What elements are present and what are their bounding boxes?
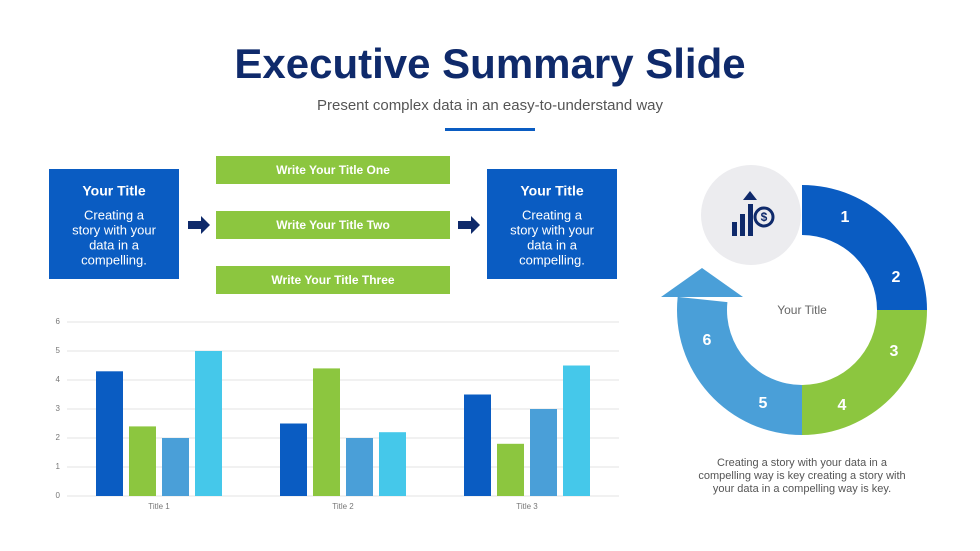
y-tick-label: 6 xyxy=(56,317,61,326)
segment-number: 6 xyxy=(703,332,712,349)
ring-arrowhead xyxy=(661,268,743,297)
bar xyxy=(530,409,557,496)
left-box-text: story with your xyxy=(72,222,156,237)
bar xyxy=(379,432,406,496)
bar xyxy=(96,371,123,496)
y-tick-label: 4 xyxy=(56,375,61,384)
y-tick-label: 5 xyxy=(56,346,61,355)
step-box xyxy=(216,266,450,294)
bar xyxy=(162,438,189,496)
left-box-text: data in a xyxy=(89,237,140,252)
left-box-text: Creating a xyxy=(84,207,145,222)
y-tick-label: 2 xyxy=(56,433,61,442)
bar xyxy=(497,443,524,496)
left-box-title: Your Title xyxy=(82,183,145,199)
segment-number: 2 xyxy=(892,269,901,286)
y-tick-label: 1 xyxy=(56,462,61,471)
ring-segment xyxy=(677,296,802,435)
right-box-text: compelling. xyxy=(519,252,585,267)
ring-segment xyxy=(802,185,927,310)
title: Executive Summary Slide xyxy=(234,40,745,87)
step-label: Write Your Title One xyxy=(276,163,390,177)
segment-number: 1 xyxy=(841,209,850,226)
step-box xyxy=(216,211,450,239)
ring-segment xyxy=(802,310,927,435)
step-box xyxy=(216,156,450,184)
right-box-text: story with your xyxy=(510,222,594,237)
arrow xyxy=(188,216,210,234)
bar xyxy=(346,438,373,496)
x-tick-label: Title 1 xyxy=(148,502,170,511)
right-box xyxy=(487,169,617,279)
cycle-diagram: $ Your Title 1 2 3 4 5 6 xyxy=(661,165,927,435)
subtitle: Present complex data in an easy-to-under… xyxy=(317,97,664,114)
x-tick-label: Title 3 xyxy=(516,502,538,511)
svg-text:$: $ xyxy=(761,210,768,224)
y-tick-label: 0 xyxy=(56,491,61,500)
bar-chart: 0 1 2 3 4 5 6 Title 1 Title 2 Title 3 xyxy=(56,317,619,511)
center-label: Your Title xyxy=(777,303,827,317)
segment-number: 3 xyxy=(890,343,899,360)
bar xyxy=(129,426,156,496)
bar xyxy=(563,365,590,496)
left-box xyxy=(49,169,179,279)
step-label: Write Your Title Three xyxy=(271,273,394,287)
left-box-text: compelling. xyxy=(81,252,147,267)
right-box-text: Creating a xyxy=(522,207,583,222)
bar xyxy=(313,368,340,496)
segment-number: 5 xyxy=(759,395,768,412)
y-tick-label: 3 xyxy=(56,404,61,413)
right-box-title: Your Title xyxy=(520,183,583,199)
bar xyxy=(195,351,222,496)
segment-number: 4 xyxy=(838,397,847,414)
caption: your data in a compelling way is key. xyxy=(713,483,891,495)
money-icon: $ xyxy=(732,191,775,236)
bar xyxy=(280,423,307,496)
x-tick-label: Title 2 xyxy=(332,502,354,511)
title-underline xyxy=(445,128,535,131)
right-box-text: data in a xyxy=(527,237,578,252)
caption: compelling way is key creating a story w… xyxy=(698,470,905,482)
bar xyxy=(464,394,491,496)
caption: Creating a story with your data in a xyxy=(717,457,888,469)
arrow xyxy=(458,216,480,234)
step-label: Write Your Title Two xyxy=(276,218,390,232)
